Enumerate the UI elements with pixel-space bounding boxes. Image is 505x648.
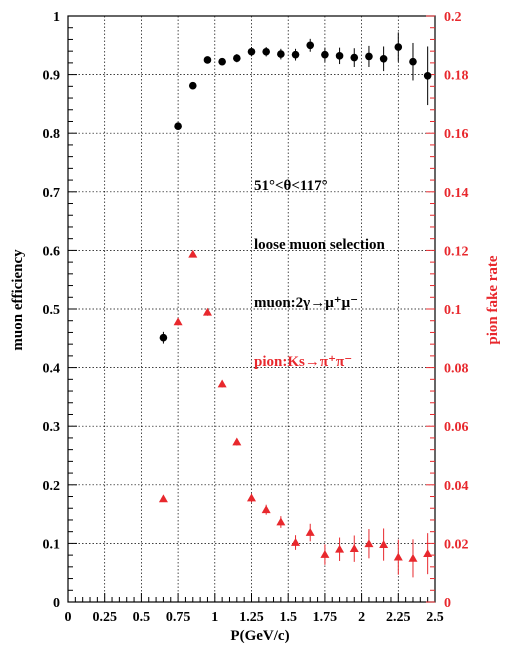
series-pion-fake-rate bbox=[158, 249, 433, 578]
y-axis-title-right: pion fake rate bbox=[485, 255, 501, 345]
annotation-theta-range: 51°<θ<117° bbox=[254, 178, 328, 194]
data-point bbox=[365, 52, 373, 61]
data-point bbox=[321, 50, 329, 59]
y-tick-label-left: 0.4 bbox=[43, 362, 61, 377]
y-tick-label-right: 0.14 bbox=[444, 186, 469, 201]
x-tick-label: 0 bbox=[65, 610, 72, 625]
data-point bbox=[158, 494, 168, 503]
data-point bbox=[261, 505, 271, 514]
data-point bbox=[291, 50, 300, 59]
data-point bbox=[393, 552, 403, 561]
y-tick-label-right: 0.16 bbox=[444, 127, 469, 142]
x-tick-label: 0.25 bbox=[92, 610, 117, 625]
x-tick-label: 1.5 bbox=[279, 610, 297, 625]
annotation-selection: loose muon selection bbox=[254, 237, 385, 253]
axes: 0 0.25 0.5 0.75 1 1.25 1.5 1.75 2 2.25 2.500.10.20… bbox=[43, 10, 469, 625]
y-tick-label-left: 0.5 bbox=[43, 303, 61, 318]
data-point bbox=[364, 539, 374, 548]
data-point bbox=[276, 517, 286, 526]
y-tick-label-left: 0.1 bbox=[43, 537, 61, 552]
data-point bbox=[291, 538, 301, 546]
data-point bbox=[247, 493, 256, 502]
y-tick-label-right: 0.18 bbox=[444, 69, 469, 84]
y-tick-label-left: 0.6 bbox=[43, 244, 61, 259]
data-point bbox=[203, 56, 212, 64]
data-point bbox=[217, 379, 227, 388]
data-point bbox=[262, 47, 270, 56]
y-tick-label-left: 0.7 bbox=[43, 186, 61, 201]
x-tick-label: 2.5 bbox=[426, 610, 444, 625]
data-point bbox=[188, 249, 198, 258]
series bbox=[158, 32, 433, 578]
x-tick-label: 0.75 bbox=[166, 610, 191, 625]
y-tick-label-left: 0.3 bbox=[43, 420, 61, 435]
data-point bbox=[320, 550, 330, 558]
y-tick-label-right: 0.2 bbox=[444, 10, 462, 25]
y-tick-label-left: 0.2 bbox=[43, 479, 61, 494]
y-tick-label-right: 0.02 bbox=[444, 537, 469, 552]
annotation-muon-channel: muon:2γ→μ⁺μ⁻ bbox=[254, 295, 358, 311]
data-point bbox=[349, 544, 359, 553]
x-tick-label: 1.75 bbox=[313, 610, 338, 625]
y-tick-label-right: 0 bbox=[444, 596, 451, 611]
data-point bbox=[247, 47, 256, 56]
data-point bbox=[306, 41, 315, 50]
data-point bbox=[159, 333, 168, 342]
data-point bbox=[408, 553, 418, 562]
y-tick-label-left: 0 bbox=[53, 596, 60, 611]
y-tick-label-right: 0.04 bbox=[444, 479, 469, 494]
x-tick-label: 2.25 bbox=[386, 610, 411, 625]
data-point bbox=[350, 53, 359, 62]
y-tick-label-right: 0.1 bbox=[444, 303, 462, 318]
y-tick-label-left: 0.9 bbox=[43, 69, 61, 84]
data-point bbox=[394, 43, 403, 51]
y-tick-label-right: 0.06 bbox=[444, 420, 469, 435]
data-point bbox=[409, 57, 417, 66]
y-tick-label-right: 0.08 bbox=[444, 362, 469, 377]
y-tick-label-right: 0.12 bbox=[444, 244, 469, 259]
data-point bbox=[218, 57, 226, 66]
data-point bbox=[423, 71, 432, 80]
x-tick-label: 1.25 bbox=[239, 610, 264, 625]
y-tick-label-left: 1 bbox=[53, 10, 60, 25]
data-point bbox=[335, 52, 344, 60]
grid bbox=[68, 16, 435, 602]
data-point bbox=[232, 437, 242, 446]
x-tick-label: 1 bbox=[211, 610, 218, 625]
data-point bbox=[233, 54, 241, 62]
y-tick-label-left: 0.8 bbox=[43, 127, 61, 142]
data-point bbox=[379, 54, 388, 63]
data-point bbox=[423, 549, 433, 558]
data-point bbox=[174, 122, 182, 130]
data-point bbox=[202, 307, 212, 316]
data-point bbox=[188, 81, 197, 90]
data-point bbox=[173, 317, 183, 326]
x-tick-label: 2 bbox=[358, 610, 365, 625]
y-axis-title-left: muon efficiency bbox=[10, 249, 26, 351]
series-muon-efficiency bbox=[159, 32, 432, 344]
data-point bbox=[277, 50, 285, 58]
data-point bbox=[335, 544, 345, 553]
annotation-pion-channel: pion:Ks→π⁺π⁻ bbox=[254, 354, 352, 370]
x-tick-label: 0.5 bbox=[133, 610, 151, 625]
data-point bbox=[305, 528, 315, 536]
x-axis-title: P(GeV/c) bbox=[230, 628, 289, 644]
data-point bbox=[379, 540, 389, 548]
